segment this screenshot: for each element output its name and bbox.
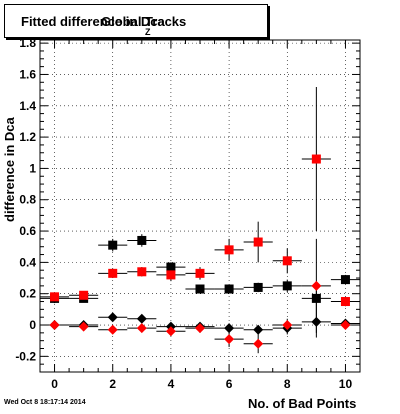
data-point-square <box>166 262 176 272</box>
data-point-diamond <box>136 323 147 334</box>
y-tick-label: 1.4 <box>19 99 36 113</box>
y-tick-label: 0.4 <box>19 255 36 269</box>
data-point-diamond <box>224 323 235 334</box>
data-point-square <box>224 245 234 255</box>
y-tick-label: -0.2 <box>15 349 36 363</box>
data-point-square <box>79 290 89 300</box>
y-tick-label: 0 <box>29 318 36 332</box>
data-point-square <box>282 256 292 266</box>
data-point-diamond <box>165 326 176 337</box>
y-tick-label: 1.2 <box>19 130 36 144</box>
x-tick-label: 4 <box>168 377 175 391</box>
data-point-square <box>311 154 321 164</box>
data-point-diamond <box>340 320 351 331</box>
y-tick-label: 1.6 <box>19 67 36 81</box>
chart-title-secondary: Global Tracks <box>101 14 187 29</box>
data-point-square <box>224 284 234 294</box>
data-point-diamond <box>282 320 293 331</box>
data-point-square <box>195 268 205 278</box>
y-tick-label: 0.8 <box>19 193 36 207</box>
x-tick-label: 10 <box>339 377 353 391</box>
data-point-square <box>137 267 147 277</box>
data-point-diamond <box>107 324 118 335</box>
data-point-diamond <box>253 338 264 349</box>
y-tick-label: 0.2 <box>19 287 36 301</box>
data-point-diamond <box>136 313 147 324</box>
data-point-square <box>108 240 118 250</box>
x-tick-label: 6 <box>226 377 233 391</box>
data-point-diamond <box>311 280 322 291</box>
y-tick-label: 1.8 <box>19 36 36 50</box>
data-point-diamond <box>107 312 118 323</box>
chart-title-box: Fitted difference in Dca Z Global Tracks <box>4 4 268 38</box>
data-point-square <box>50 292 60 302</box>
x-tick-label: 2 <box>109 377 116 391</box>
y-axis-label: difference in Dca <box>2 117 17 222</box>
data-point-diamond <box>253 324 264 335</box>
data-point-square <box>166 270 176 280</box>
data-point-diamond <box>224 334 235 345</box>
x-tick-label: 8 <box>284 377 291 391</box>
chart-title-main: Fitted difference in Dca <box>21 14 165 29</box>
y-tick-label: 0.6 <box>19 224 36 238</box>
data-point-diamond <box>49 320 60 331</box>
data-point-square <box>253 282 263 292</box>
data-point-square <box>340 297 350 307</box>
data-point-square <box>108 268 118 278</box>
data-point-diamond <box>195 323 205 334</box>
chart-title-subscript: Z <box>145 27 151 37</box>
x-axis-label: No. of Bad Points <box>248 396 357 411</box>
x-tick-label: 0 <box>51 377 58 391</box>
data-point-square <box>137 235 147 245</box>
data-point-square <box>340 275 350 285</box>
data-point-square <box>195 284 205 294</box>
data-point-square <box>253 237 263 247</box>
timestamp-label: Wed Oct 8 18:17:14 2014 <box>4 399 86 406</box>
y-tick-label: 1 <box>29 161 36 175</box>
data-point-diamond <box>78 321 89 332</box>
data-point-square <box>282 281 292 291</box>
